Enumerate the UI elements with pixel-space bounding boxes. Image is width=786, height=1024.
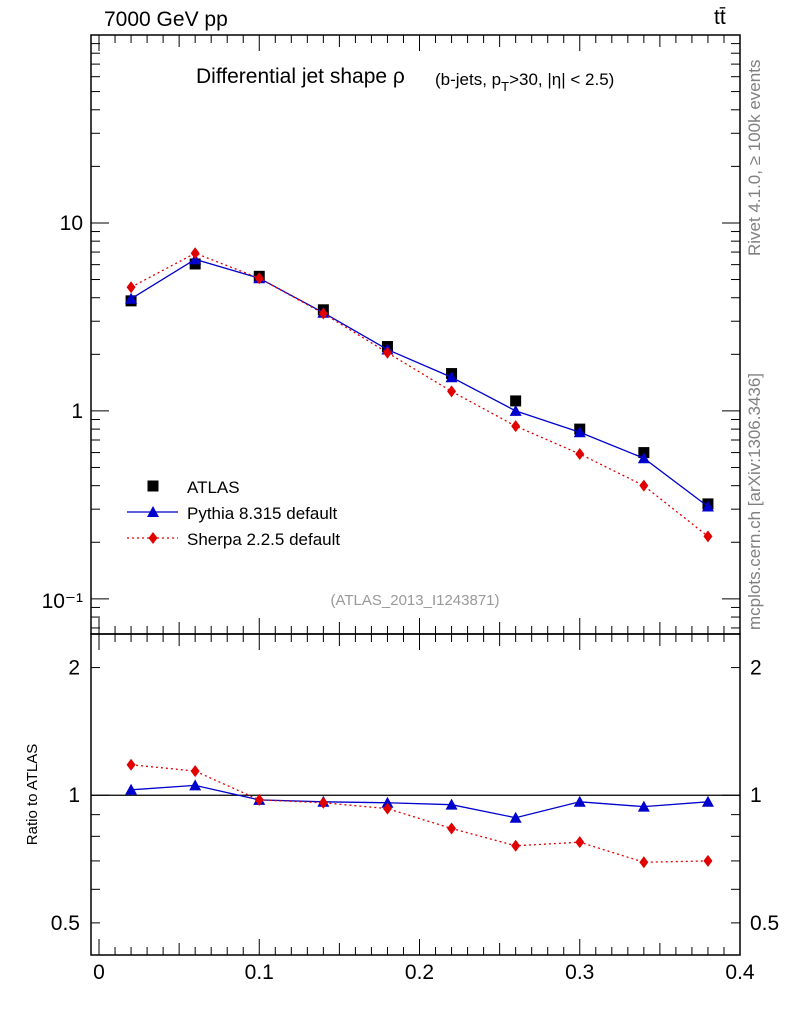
ratio-series-triangle — [125, 779, 714, 823]
ratio-point — [701, 795, 714, 807]
data-point — [639, 479, 649, 492]
mcplots-label: mcplots.cern.ch [arXiv:1306.3436] — [745, 372, 764, 630]
ratio-ylabel: Ratio to ATLAS — [24, 744, 41, 845]
y-tick-label: 1 — [71, 400, 83, 423]
data-point — [190, 247, 200, 260]
x-tick-label: 0.1 — [245, 961, 274, 984]
y-tick-label: 10 — [60, 212, 83, 235]
header-left: 7000 GeV pp — [104, 8, 228, 31]
x-tick-label: 0.3 — [565, 961, 594, 984]
data-point — [637, 452, 650, 464]
y-tick-label-right: 1 — [750, 784, 762, 807]
y-tick-label: 0.5 — [51, 912, 80, 935]
ratio-point — [190, 765, 200, 778]
legend-marker — [147, 480, 159, 492]
legend-label: ATLAS — [187, 478, 240, 497]
ratio-point — [703, 854, 713, 867]
ratio-point — [381, 796, 394, 808]
data-point — [575, 447, 585, 460]
ratio-point — [509, 811, 522, 823]
ratio-frame — [90, 633, 741, 956]
legend-marker — [147, 506, 159, 517]
ratio-series-diamond — [126, 758, 713, 869]
ratio-line — [131, 784, 708, 819]
y-tick-label: 1 — [68, 784, 80, 807]
data-point — [573, 426, 586, 438]
ratio-line — [130, 764, 708, 863]
analysis-watermark: (ATLAS_2013_I1243871) — [330, 592, 499, 609]
ratio-point — [511, 839, 521, 852]
ratio-point — [318, 796, 328, 809]
series-line — [130, 258, 709, 508]
data-point — [125, 292, 138, 304]
ratio-point — [189, 779, 202, 791]
data-point — [509, 404, 522, 416]
ratio-point — [254, 793, 264, 806]
data-point — [703, 530, 713, 543]
chart-title-cut: (b-jets, pT>30, |η| < 2.5) — [435, 70, 614, 94]
rivet-label: Rivet 4.1.0, ≥ 100k events — [745, 59, 764, 256]
ratio-panel: 0 0.1 0.2 0.3 0.4 0.5 0.5 1 1 2 2 Ratio to ATLAS — [24, 633, 779, 984]
data-point — [447, 385, 457, 398]
ratio-point — [575, 836, 585, 849]
y-tick-label: 10⁻¹ — [42, 590, 83, 613]
data-point — [511, 420, 521, 433]
y-tick-label-right: 0.5 — [750, 912, 779, 935]
data-point — [701, 500, 714, 512]
data-point — [318, 307, 328, 320]
ratio-point — [126, 758, 136, 771]
ratio-point — [447, 822, 457, 835]
main-panel: 10 1 10⁻¹ Differential jet shape ρ (b-jets, … — [42, 34, 741, 635]
ratio-point — [639, 856, 649, 869]
series-triangle — [125, 253, 714, 512]
series-line — [130, 252, 709, 537]
series-diamond — [126, 247, 713, 543]
x-tick-label: 0.4 — [725, 961, 755, 984]
legend: ATLAS Pythia 8.315 default Sherpa 2.2.5 de… — [127, 478, 340, 549]
ratio-point — [637, 800, 650, 812]
ratio-point — [382, 802, 392, 815]
chart-title: Differential jet shape ρ — [196, 65, 405, 88]
data-point — [126, 281, 136, 294]
data-point — [445, 371, 458, 383]
x-tick-label: 0.2 — [405, 961, 434, 984]
ratio-point — [125, 783, 138, 795]
x-tick-label: 0 — [93, 961, 105, 984]
data-point — [254, 272, 264, 285]
legend-label: Pythia 8.315 default — [187, 504, 338, 523]
data-point — [510, 395, 522, 407]
y-tick-label-right: 2 — [750, 657, 762, 680]
legend-marker — [148, 532, 158, 544]
y-tick-label: 2 — [68, 657, 80, 680]
ratio-point — [573, 795, 586, 807]
data-point — [382, 346, 392, 359]
series-square — [125, 258, 714, 510]
ratio-point — [445, 798, 458, 810]
legend-label: Sherpa 2.2.5 default — [187, 530, 340, 549]
header-right: tt̄ — [714, 6, 726, 29]
